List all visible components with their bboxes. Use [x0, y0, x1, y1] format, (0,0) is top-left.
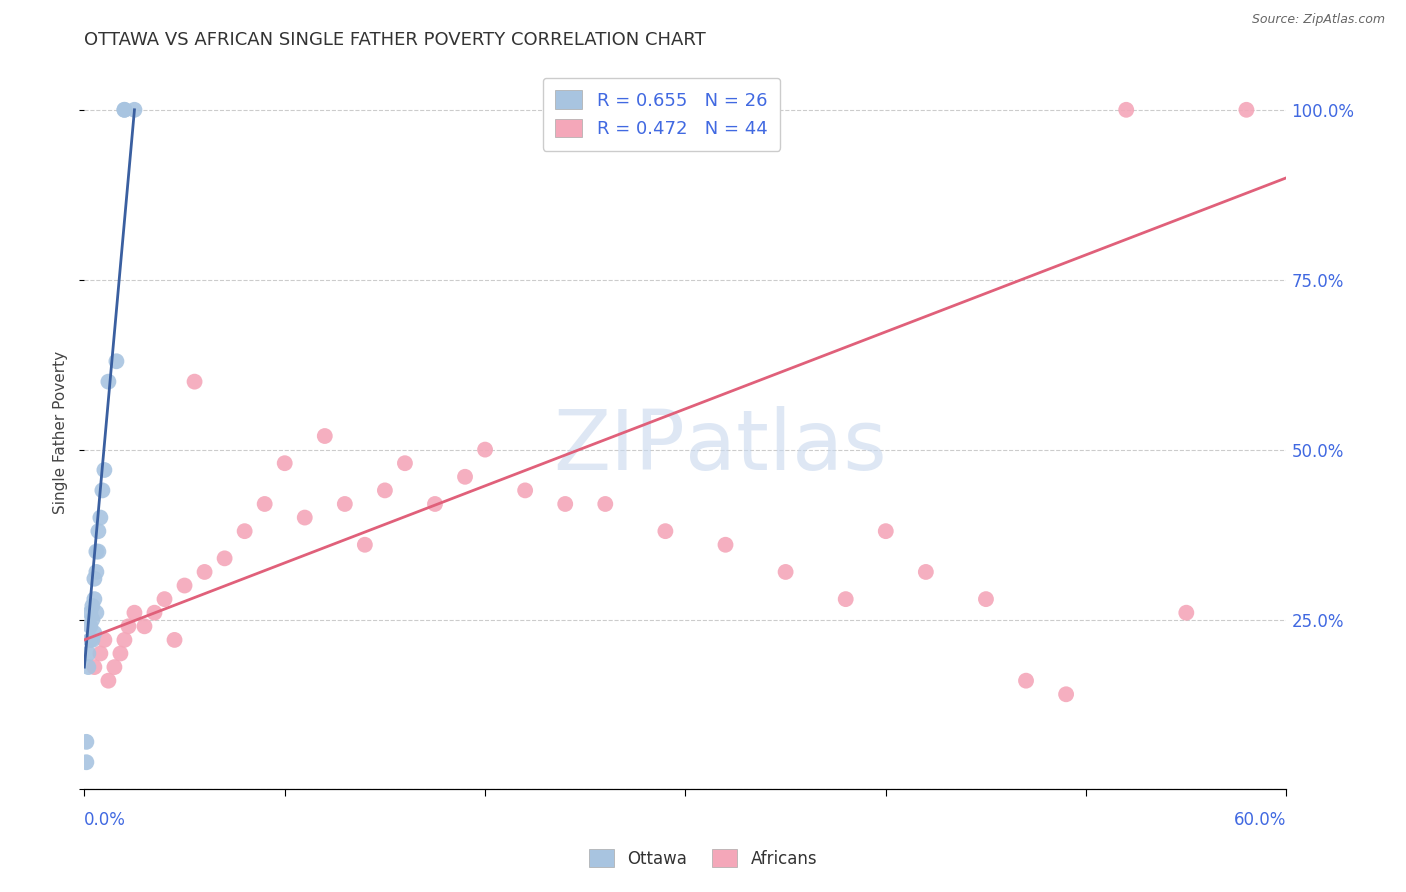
Text: 0.0%: 0.0% [84, 811, 127, 829]
Point [86, 565, 108, 579]
Point [173, 578, 195, 592]
Point [114, 103, 135, 117]
Point [775, 565, 797, 579]
Text: OTTAWA VS AFRICAN SINGLE FATHER POVERTY CORRELATION CHART: OTTAWA VS AFRICAN SINGLE FATHER POVERTY … [84, 31, 706, 49]
Point [294, 510, 316, 524]
Point [114, 632, 135, 647]
Point [595, 497, 617, 511]
Point [105, 354, 128, 368]
Point [77, 660, 100, 674]
Point [117, 619, 139, 633]
Text: 60.0%: 60.0% [1234, 811, 1286, 829]
Point [124, 103, 146, 117]
Point [374, 483, 396, 498]
Text: ZIP: ZIP [554, 407, 686, 487]
Point [82, 599, 104, 613]
Point [835, 592, 858, 607]
Legend: R = 0.655   N = 26, R = 0.472   N = 44: R = 0.655 N = 26, R = 0.472 N = 44 [543, 78, 780, 151]
Point [97, 375, 120, 389]
Point [75, 756, 97, 770]
Point [423, 497, 446, 511]
Point [233, 524, 256, 538]
Point [654, 524, 676, 538]
Point [77, 647, 100, 661]
Point [394, 456, 416, 470]
Point [93, 463, 115, 477]
Point [194, 565, 217, 579]
Point [354, 538, 377, 552]
Y-axis label: Single Father Poverty: Single Father Poverty [52, 351, 67, 514]
Point [974, 592, 997, 607]
Point [75, 735, 97, 749]
Point [83, 626, 105, 640]
Point [97, 673, 120, 688]
Point [79, 606, 101, 620]
Point [714, 538, 737, 552]
Point [474, 442, 496, 457]
Point [87, 524, 110, 538]
Point [83, 660, 105, 674]
Point [82, 632, 104, 647]
Point [274, 456, 297, 470]
Point [91, 483, 114, 498]
Point [79, 632, 101, 647]
Point [103, 660, 125, 674]
Point [143, 606, 166, 620]
Point [134, 619, 156, 633]
Point [83, 572, 105, 586]
Point [915, 565, 938, 579]
Point [214, 551, 236, 566]
Point [83, 592, 105, 607]
Point [1175, 606, 1198, 620]
Point [454, 470, 477, 484]
Point [314, 429, 336, 443]
Point [515, 483, 537, 498]
Point [86, 606, 108, 620]
Point [153, 592, 176, 607]
Text: atlas: atlas [686, 407, 887, 487]
Point [183, 375, 205, 389]
Point [875, 524, 897, 538]
Point [89, 647, 111, 661]
Point [86, 544, 108, 558]
Point [110, 647, 132, 661]
Point [333, 497, 356, 511]
Point [93, 632, 115, 647]
Point [1015, 673, 1038, 688]
Point [114, 103, 135, 117]
Point [82, 613, 104, 627]
Point [253, 497, 276, 511]
Point [1054, 687, 1077, 701]
Point [1234, 103, 1257, 117]
Text: Source: ZipAtlas.com: Source: ZipAtlas.com [1251, 13, 1385, 27]
Point [79, 619, 101, 633]
Point [124, 606, 146, 620]
Point [1115, 103, 1137, 117]
Point [163, 632, 186, 647]
Point [89, 510, 111, 524]
Point [87, 544, 110, 558]
Legend: Ottawa, Africans: Ottawa, Africans [582, 843, 824, 874]
Point [554, 497, 576, 511]
